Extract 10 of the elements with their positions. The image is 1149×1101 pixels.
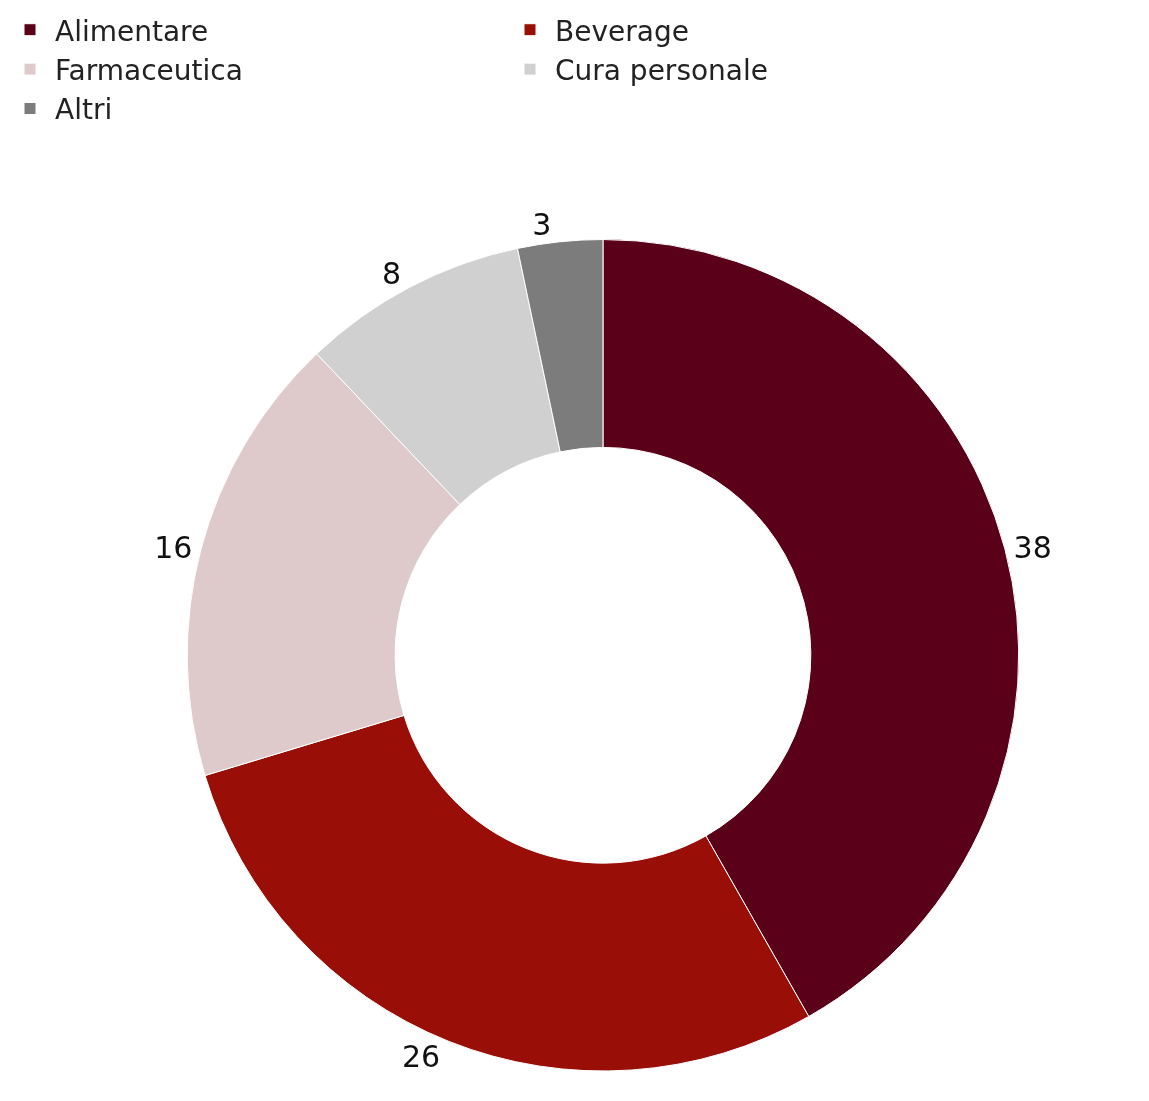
legend-label: Altri bbox=[55, 93, 113, 127]
data-label: 26 bbox=[401, 1038, 441, 1074]
data-label: 8 bbox=[381, 255, 402, 291]
legend-label: Alimentare bbox=[55, 14, 209, 48]
data-label: 3 bbox=[532, 206, 552, 242]
legend-label: Farmaceutica bbox=[55, 54, 243, 88]
legend-label: Cura personale bbox=[555, 54, 769, 88]
data-label: 38 bbox=[1013, 530, 1052, 566]
legend-label: Beverage bbox=[555, 14, 689, 48]
data-label: 16 bbox=[154, 530, 193, 566]
